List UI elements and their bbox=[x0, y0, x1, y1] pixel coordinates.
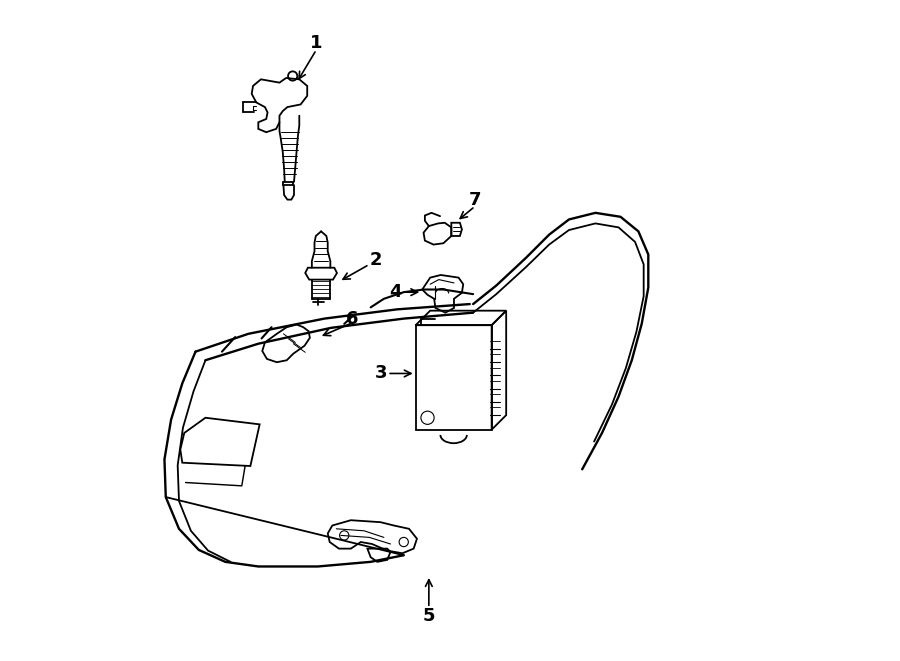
Text: 6: 6 bbox=[346, 309, 358, 328]
Text: 3: 3 bbox=[374, 364, 387, 383]
Text: 1: 1 bbox=[310, 34, 323, 52]
Text: 7: 7 bbox=[469, 190, 482, 209]
Text: 4: 4 bbox=[390, 283, 402, 301]
Text: 2: 2 bbox=[370, 251, 382, 269]
Text: 5: 5 bbox=[423, 607, 435, 625]
